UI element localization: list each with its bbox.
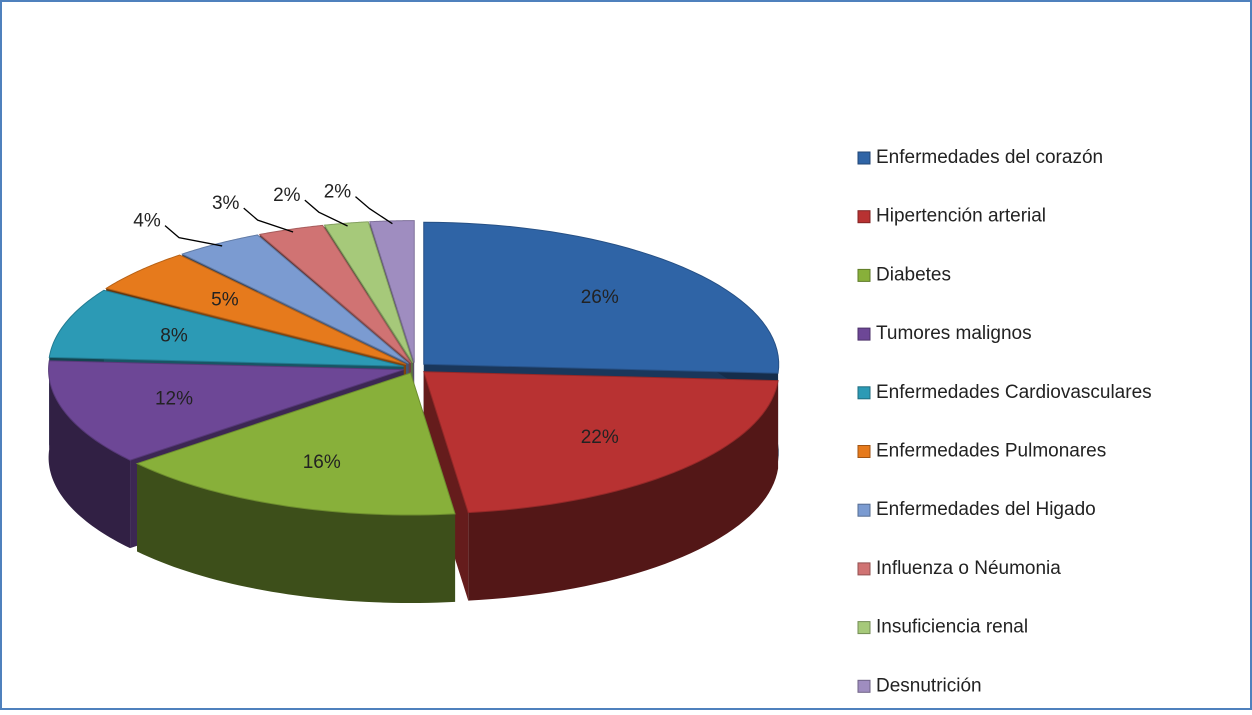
legend-swatch <box>857 562 871 576</box>
data-label: 2% <box>324 182 352 203</box>
legend-swatch <box>857 210 871 224</box>
leader-line <box>243 207 294 233</box>
legend-swatch <box>857 268 871 282</box>
legend-label: Diabetes <box>876 264 951 285</box>
slice <box>423 221 780 374</box>
slice <box>48 360 404 461</box>
legend-label: Tumores malignos <box>876 323 1032 344</box>
data-label: 2% <box>273 185 301 206</box>
legend-swatch <box>857 445 871 458</box>
legend-label: Influenza o Néumonia <box>876 558 1061 579</box>
legend-swatch <box>857 386 871 400</box>
legend-label: Enfermedades del corazón <box>876 147 1103 168</box>
slice <box>135 372 456 516</box>
leader-line <box>164 225 223 247</box>
data-label: 5% <box>211 290 239 311</box>
slice <box>369 220 415 363</box>
slice-side <box>468 380 779 601</box>
data-label: 4% <box>133 211 161 232</box>
legend-swatch <box>857 503 871 517</box>
legend-swatch <box>857 621 871 635</box>
data-label: 8% <box>160 326 188 347</box>
legend-label: Insuficiencia renal <box>876 617 1028 638</box>
legend-swatch <box>857 327 871 341</box>
legend-label: Desnutrición <box>876 675 982 696</box>
slice <box>258 224 412 364</box>
data-label: 22% <box>581 427 619 448</box>
slice-side <box>137 463 456 604</box>
legend-label: Enfermedades del Higado <box>876 499 1096 520</box>
slice <box>180 234 409 364</box>
leader-line <box>355 196 393 225</box>
slice <box>105 254 407 365</box>
slice-side <box>48 360 131 549</box>
legend-swatch <box>857 151 871 165</box>
data-label: 26% <box>581 287 619 308</box>
legend-label: Enfermedades Pulmonares <box>876 441 1106 462</box>
slice <box>323 221 414 363</box>
legend-swatch <box>857 679 871 693</box>
leader-line <box>304 199 348 227</box>
data-label: 16% <box>303 452 341 473</box>
legend-label: Enfermedades Cardiovasculares <box>876 382 1152 403</box>
slice <box>48 289 404 367</box>
slice <box>423 371 779 514</box>
data-label: 12% <box>155 389 193 410</box>
legend-label: Hipertención arterial <box>876 206 1046 227</box>
data-label: 3% <box>212 193 240 214</box>
